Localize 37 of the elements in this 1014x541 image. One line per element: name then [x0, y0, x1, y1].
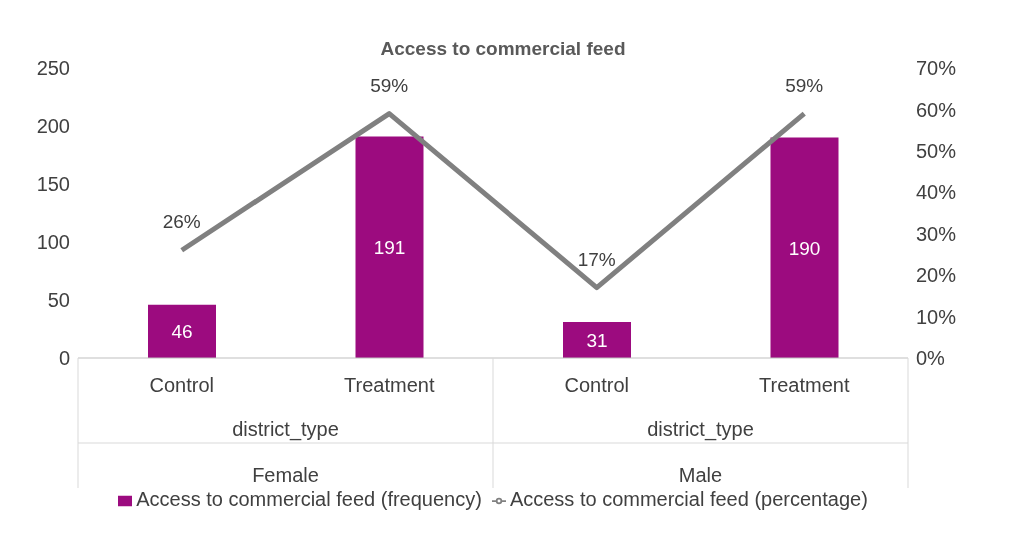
- data-label: 191: [373, 236, 406, 258]
- data-label: 59%: [785, 74, 824, 96]
- data-label: 46: [171, 321, 193, 343]
- x-tick-label: Control: [149, 374, 214, 397]
- x-tick-label: Treatment: [344, 374, 435, 397]
- x-tick-label: Control: [564, 374, 629, 397]
- text: Male: [678, 464, 723, 486]
- data-label: 190: [788, 237, 821, 259]
- data-label: 26%: [162, 211, 201, 233]
- text: Female: [252, 464, 319, 486]
- legend-label: Access to commercial feed (frequency): [136, 488, 482, 510]
- x-tick-label: Treatment: [759, 374, 850, 397]
- text: district_type: [647, 418, 754, 441]
- y2-tick-label: 0%: [916, 347, 946, 370]
- y2-tick-label: 10%: [916, 305, 957, 328]
- data-label: 59%: [370, 74, 409, 96]
- y-tick-label: 150: [36, 173, 70, 196]
- bar: [355, 136, 424, 358]
- y-tick-label: 50: [47, 289, 70, 312]
- bar: [148, 304, 216, 358]
- y-tick-label: 200: [36, 115, 70, 138]
- bar: [563, 322, 631, 358]
- y2-tick-label: 60%: [916, 98, 957, 121]
- y-tick-label: 0: [58, 347, 70, 370]
- text: district_type: [232, 418, 339, 441]
- y2-tick-label: 70%: [916, 57, 957, 80]
- y2-tick-label: 30%: [916, 222, 957, 245]
- y-tick-label: 100: [36, 231, 70, 254]
- chart-title: Access to commercial feed: [380, 38, 626, 59]
- y2-tick-label: 20%: [916, 264, 957, 287]
- y-tick-label: 250: [36, 57, 70, 80]
- y2-tick-label: 40%: [916, 181, 957, 204]
- data-label: 31: [586, 329, 608, 351]
- data-label: 17%: [577, 248, 616, 270]
- legend-label: Access to commercial feed (percentage): [509, 488, 868, 510]
- bar: [770, 137, 839, 358]
- y2-tick-label: 50%: [916, 139, 957, 162]
